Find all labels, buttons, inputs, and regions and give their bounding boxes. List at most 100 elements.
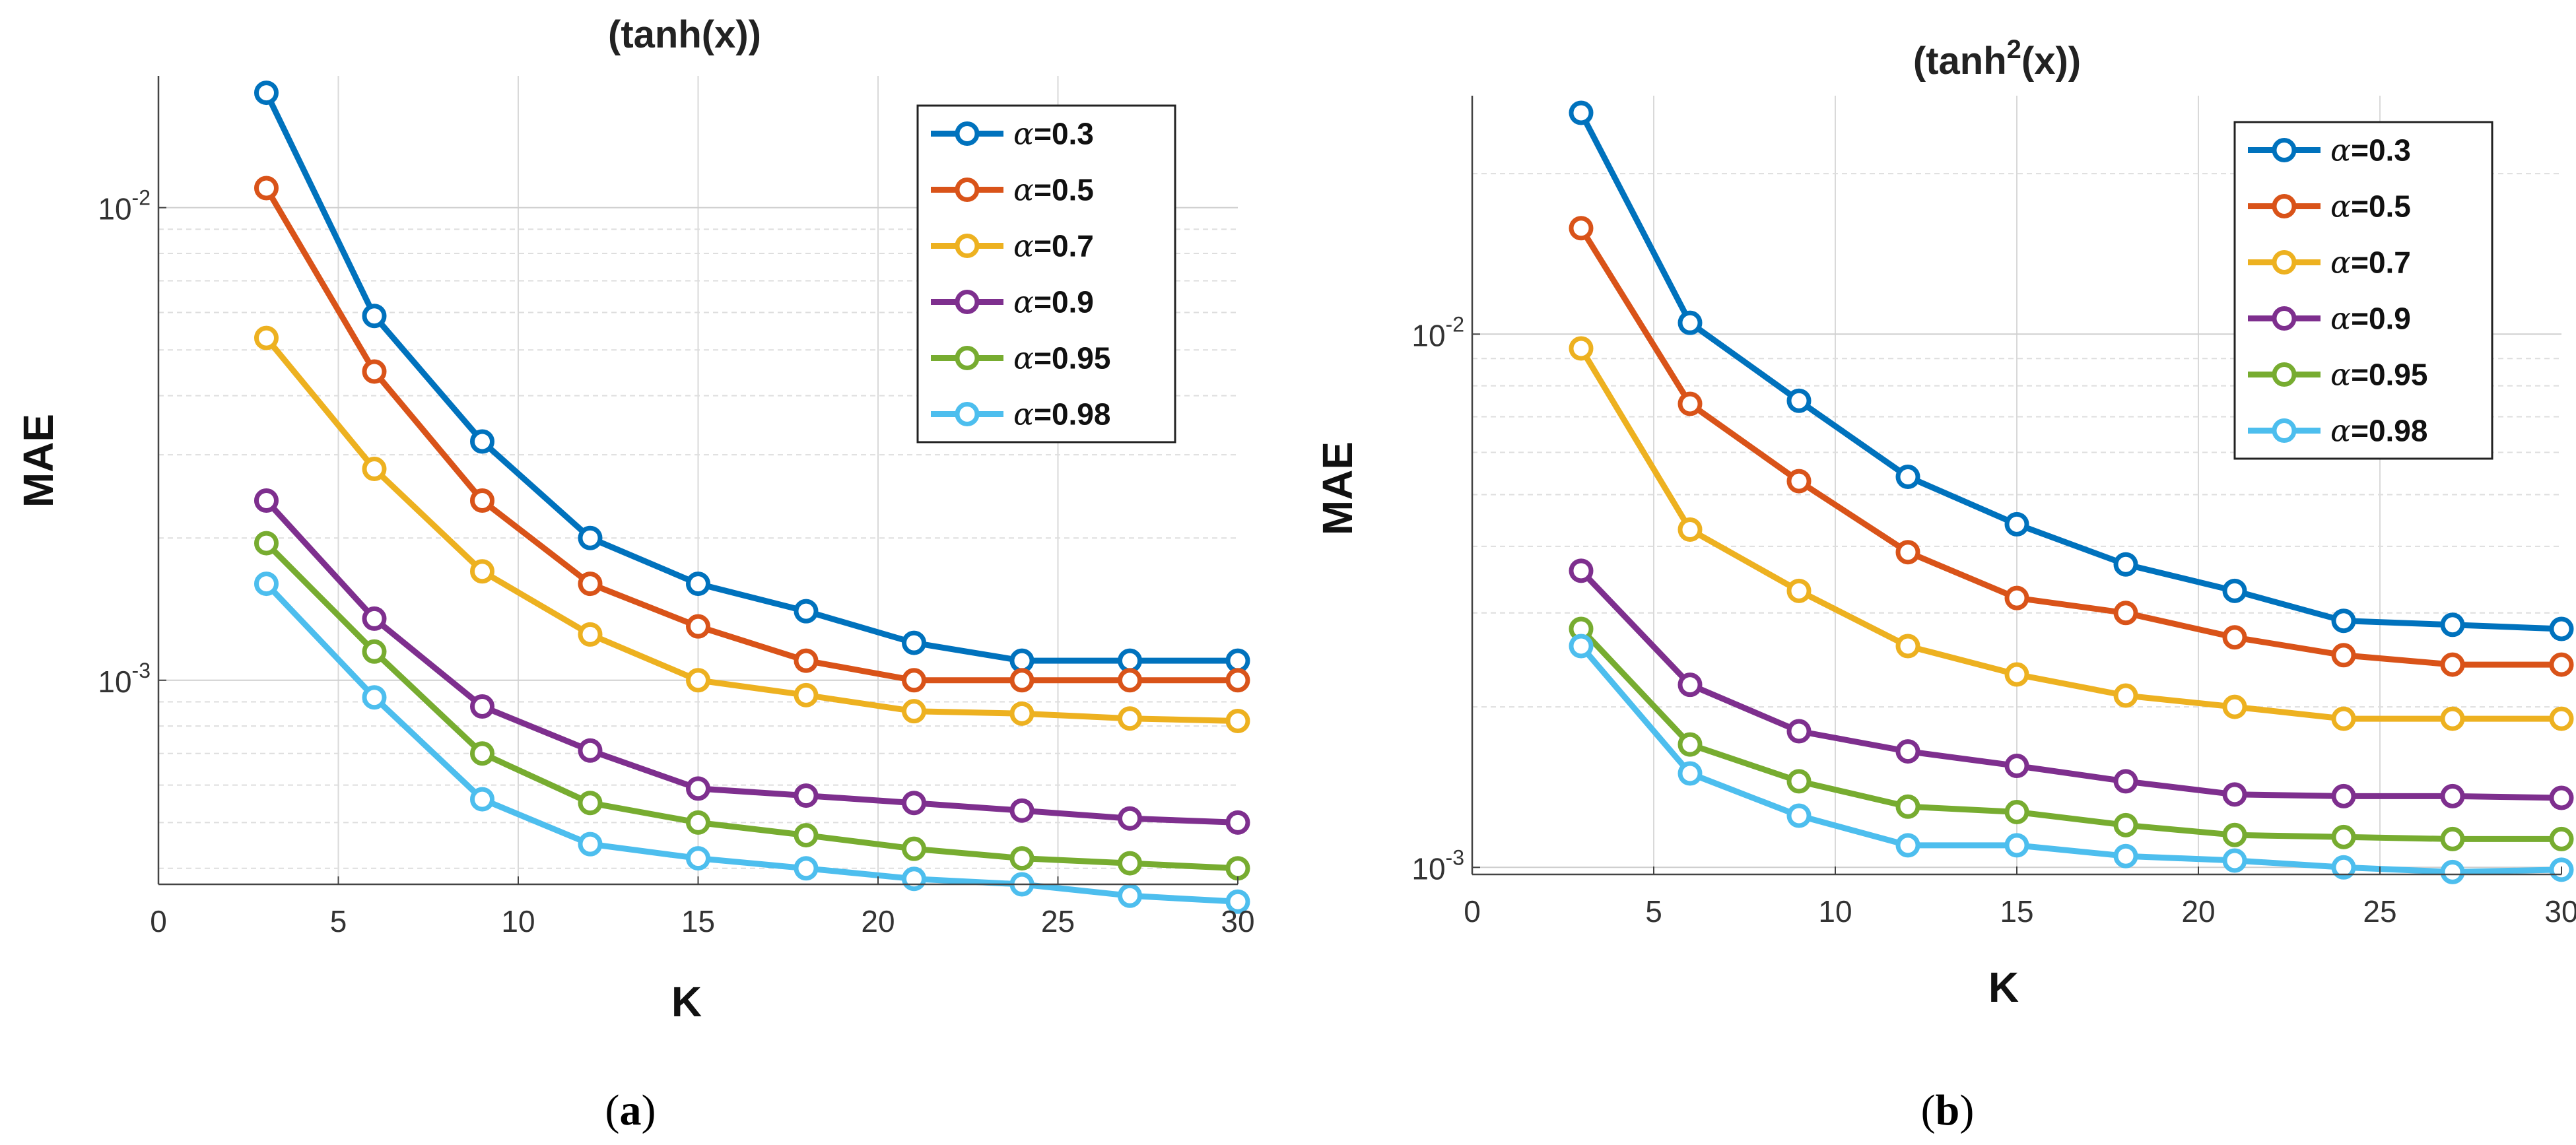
data-point	[470, 741, 494, 766]
data-point	[578, 832, 603, 857]
legend-swatch-marker	[2272, 306, 2297, 331]
legend-label: α=0.5	[1013, 172, 1094, 208]
data-point	[902, 699, 926, 724]
data-point	[902, 867, 926, 892]
legend-swatch-marker	[955, 290, 980, 314]
data-point	[1569, 336, 1594, 361]
y-tick-label: 10-3	[1411, 845, 1464, 886]
x-tick-label: 0	[150, 904, 167, 938]
data-point	[1009, 668, 1034, 693]
data-point	[362, 457, 387, 482]
data-point	[1786, 578, 1812, 603]
x-tick-label: 10	[501, 904, 535, 938]
legend-swatch-marker	[955, 402, 980, 426]
series-line-2	[263, 185, 1241, 684]
data-point	[2331, 608, 2356, 634]
data-point	[1569, 558, 1594, 583]
data-point	[2331, 855, 2356, 880]
data-point	[254, 176, 279, 201]
legend-swatch-marker	[2272, 138, 2297, 162]
data-point	[2004, 754, 2029, 779]
series-line-4	[263, 498, 1241, 826]
data-point	[254, 531, 279, 556]
chart-title-a: (tanh(x))	[608, 13, 761, 56]
data-point	[1786, 388, 1812, 413]
data-point	[1569, 634, 1594, 659]
x-tick-label: 5	[1645, 894, 1662, 929]
legend-swatch-marker	[2272, 194, 2297, 218]
data-point	[1678, 391, 1703, 416]
data-point	[2004, 833, 2029, 858]
data-point	[1895, 465, 1920, 490]
legend-label: α=0.9	[2330, 301, 2411, 337]
data-point	[2222, 822, 2247, 847]
x-tick-label: 30	[2544, 894, 2576, 929]
data-point	[2113, 769, 2138, 794]
data-point	[1895, 794, 1920, 819]
data-point	[362, 685, 387, 710]
data-point	[254, 572, 279, 597]
data-point	[2222, 848, 2247, 873]
data-point	[2113, 843, 2138, 868]
data-point	[2440, 859, 2465, 884]
data-point	[362, 304, 387, 329]
data-point	[1895, 833, 1920, 858]
data-point	[2549, 785, 2574, 810]
data-point	[2440, 652, 2465, 677]
series-line-1	[263, 90, 1241, 664]
data-point	[2113, 552, 2138, 577]
x-tick-label: 20	[2181, 894, 2215, 929]
x-tick-label: 30	[1221, 904, 1254, 938]
data-point	[2331, 643, 2356, 668]
legend-swatch-marker	[955, 121, 980, 146]
legend-label: α=0.7	[2330, 245, 2411, 280]
data-point	[1786, 803, 1812, 828]
data-point	[470, 787, 494, 812]
data-point	[2222, 782, 2247, 807]
data-point	[794, 783, 819, 808]
data-point	[686, 668, 710, 693]
data-point	[1009, 648, 1034, 673]
data-point	[2222, 625, 2247, 650]
data-point	[1118, 706, 1142, 731]
data-point	[1118, 806, 1142, 831]
series-line-2	[1578, 225, 2565, 668]
legend-swatch-marker	[955, 178, 980, 202]
legend-swatch-marker	[2272, 418, 2297, 443]
x-axis-label-b: K	[1988, 964, 2019, 1011]
data-point	[794, 599, 819, 624]
legend-swatch-marker	[2272, 250, 2297, 275]
data-point	[1225, 856, 1250, 881]
data-point	[2549, 826, 2574, 851]
data-point	[1009, 701, 1034, 726]
legend-label: α=0.9	[1013, 284, 1094, 320]
legend-box	[916, 104, 1176, 443]
y-tick-label: 10-2	[1411, 312, 1464, 352]
series-line-6	[263, 581, 1241, 905]
data-point	[902, 630, 926, 655]
data-point	[1225, 889, 1250, 914]
chart-panel-b: (tanh2(x)) MAE K (b) 0 5 10 15 20 25 30 10-3 10-…	[1314, 35, 2576, 1134]
data-point	[686, 846, 710, 871]
data-point	[362, 606, 387, 631]
data-point	[794, 682, 819, 707]
data-point	[362, 639, 387, 664]
data-point	[470, 429, 494, 454]
data-point	[902, 668, 926, 693]
data-point	[578, 572, 603, 597]
y-axis-label-a: MAE	[15, 414, 62, 507]
data-point	[2113, 683, 2138, 708]
legend-label: α=0.3	[1013, 116, 1094, 152]
data-point	[362, 359, 387, 384]
chart-panel-a: (tanh(x)) MAE K (a) 0 5 10 15 20 25 30 10-3 10-2…	[15, 13, 1255, 1134]
x-tick-label: 20	[861, 904, 895, 938]
series-line-6	[1578, 643, 2565, 875]
series-line-5	[1578, 626, 2565, 842]
data-point	[794, 648, 819, 673]
data-point	[254, 325, 279, 350]
data-point	[1678, 310, 1703, 335]
data-point	[1225, 648, 1250, 673]
legend-label: α=0.95	[2330, 357, 2427, 393]
data-point	[1895, 540, 1920, 565]
data-point	[578, 791, 603, 816]
